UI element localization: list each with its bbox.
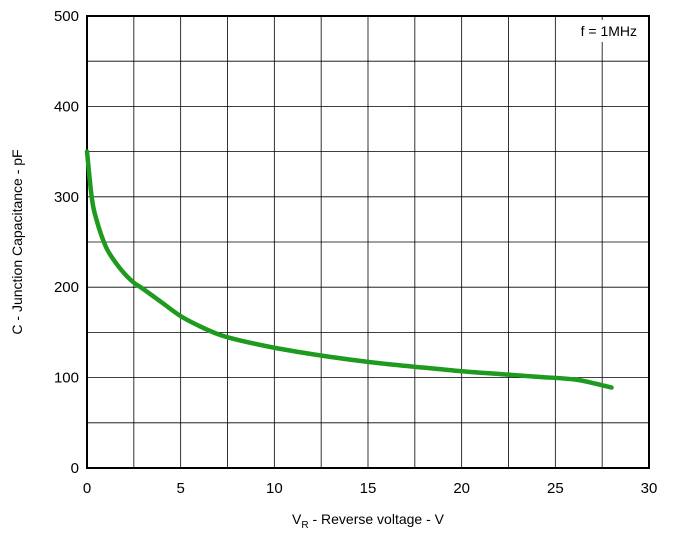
x-tick-label: 20 bbox=[453, 480, 470, 497]
x-tick-label: 10 bbox=[266, 480, 283, 497]
x-tick-label: 5 bbox=[176, 480, 184, 497]
y-axis-label: C - Junction Capacitance - pF bbox=[9, 149, 25, 334]
capacitance-curve bbox=[84, 149, 614, 390]
x-axis-label-rest: - Reverse voltage - V bbox=[309, 511, 445, 527]
y-tick-label: 500 bbox=[54, 8, 79, 25]
y-tick-label: 200 bbox=[54, 279, 79, 296]
annotation-box bbox=[561, 20, 647, 42]
x-tick-label: 15 bbox=[360, 480, 377, 497]
x-axis-label-subscript: R bbox=[301, 520, 308, 531]
frequency-annotation: f = 1MHz bbox=[581, 23, 637, 39]
grid-lines bbox=[87, 16, 649, 468]
y-tick-label: 0 bbox=[71, 460, 79, 477]
y-tick-label: 300 bbox=[54, 189, 79, 206]
x-axis-label-main: V bbox=[292, 511, 302, 527]
y-tick-label: 100 bbox=[54, 370, 79, 387]
plot-frame bbox=[86, 15, 650, 469]
x-tick-label: 30 bbox=[641, 480, 658, 497]
x-tick-label: 0 bbox=[83, 480, 91, 497]
x-axis-label: VR - Reverse voltage - V bbox=[292, 511, 445, 531]
x-tick-label: 25 bbox=[547, 480, 564, 497]
y-tick-label: 400 bbox=[54, 98, 79, 115]
